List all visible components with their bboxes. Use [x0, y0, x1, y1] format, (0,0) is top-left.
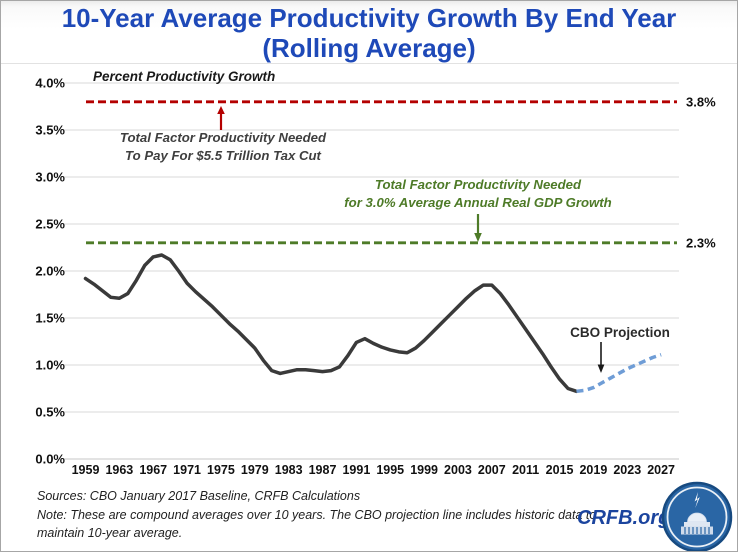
xtick-label: 1959 — [72, 463, 100, 477]
sources-note: Sources: CBO January 2017 Baseline, CRFB… — [37, 489, 361, 503]
xtick-label: 1967 — [139, 463, 167, 477]
xtick-label: 2003 — [444, 463, 472, 477]
chart-title-line2: (Rolling Average) — [262, 33, 476, 63]
logo-statue — [694, 492, 700, 509]
axis-inner-label: Percent Productivity Growth — [93, 69, 275, 84]
xtick-label: 2019 — [579, 463, 607, 477]
reference-annotation-text: To Pay For $5.5 Trillion Tax Cut — [125, 148, 322, 163]
xtick-label: 2007 — [478, 463, 506, 477]
reference-annotation-text: Total Factor Productivity Needed — [375, 177, 582, 192]
cbo-projection-label: CBO Projection — [570, 325, 670, 340]
xtick-label: 1991 — [342, 463, 370, 477]
title-divider — [1, 63, 737, 64]
ytick-label: 2.0% — [35, 264, 65, 279]
ytick-label: 1.5% — [35, 311, 65, 326]
reference-annotation-text: for 3.0% Average Annual Real GDP Growth — [344, 195, 611, 210]
methodology-note: Note: These are compound averages over 1… — [37, 507, 597, 541]
xtick-label: 1983 — [275, 463, 303, 477]
logo-columns — [684, 527, 710, 534]
xtick-label: 2011 — [512, 463, 539, 477]
crfb-org-label: CRFB.org — [577, 507, 671, 529]
ytick-label: 1.0% — [35, 358, 65, 373]
footnotes: Sources: CBO January 2017 Baseline, CRFB… — [37, 487, 603, 543]
cbo-projection-arrowhead — [597, 364, 605, 373]
xtick-label: 1979 — [241, 463, 269, 477]
reference-annotation-arrowhead — [474, 233, 482, 242]
xtick-label: 1963 — [105, 463, 133, 477]
logo-capitol-mid — [684, 522, 710, 527]
ytick-label: 2.5% — [35, 217, 65, 232]
reference-annotation-arrowhead — [217, 106, 225, 114]
xtick-label: 1995 — [376, 463, 404, 477]
capitol-logo-icon — [661, 481, 733, 551]
reference-annotation-text: Total Factor Productivity Needed — [120, 130, 327, 145]
chart-title: 10-Year Average Productivity Growth By E… — [1, 3, 737, 63]
reference-line-value-label: 3.8% — [686, 94, 716, 109]
xtick-label: 1999 — [410, 463, 438, 477]
logo-ring — [666, 486, 728, 548]
ytick-label: 0.5% — [35, 405, 65, 420]
ytick-label: 0.0% — [35, 452, 65, 467]
xtick-label: 2015 — [546, 463, 574, 477]
xtick-label: 2023 — [613, 463, 641, 477]
series-cbo-projection — [576, 352, 662, 394]
xtick-label: 1975 — [207, 463, 235, 477]
ytick-label: 3.0% — [35, 170, 65, 185]
series-historical — [83, 253, 579, 394]
xtick-label: 1971 — [173, 463, 201, 477]
ytick-label: 3.5% — [35, 123, 65, 138]
logo-dome — [687, 512, 707, 523]
xtick-label: 2027 — [647, 463, 675, 477]
reference-line-value-label: 2.3% — [686, 235, 716, 250]
chart-title-line1: 10-Year Average Productivity Growth By E… — [61, 3, 677, 33]
ytick-label: 4.0% — [35, 76, 65, 91]
xtick-label: 1987 — [309, 463, 337, 477]
